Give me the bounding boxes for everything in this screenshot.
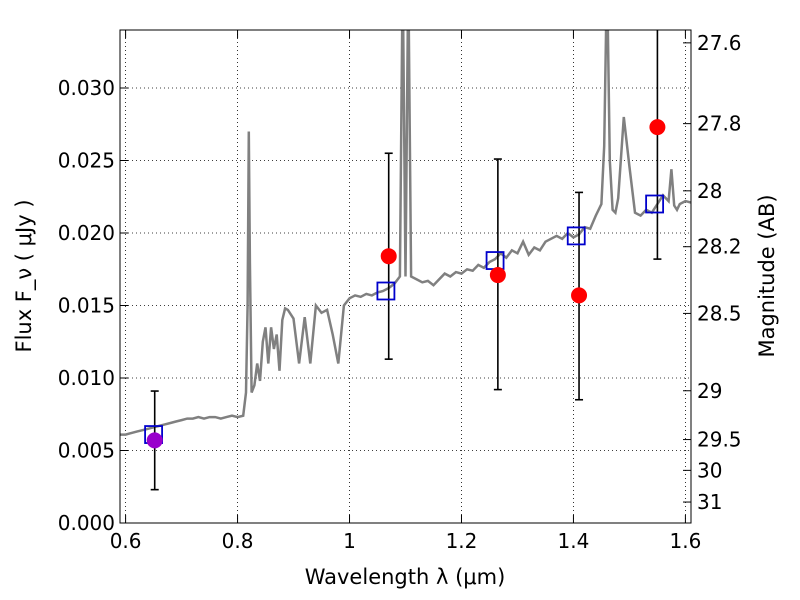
x-tick-label: 1.2 [446,529,478,553]
model-band-flux-marker [645,194,665,214]
x-tick-label: 1.4 [558,529,590,553]
y-tick-label: 0.020 [58,221,115,245]
y2-tick-label: 27.8 [697,112,742,136]
y2-tick-label: 28.2 [697,235,742,259]
axis-tick-labels: 0.6 0.8 1 1.2 1.4 1.6 0.000 0.005 0.010 0.015 0.02… [58,31,742,553]
model-spectrum-line [120,30,691,436]
observed-flux-point [489,267,506,284]
y2-tick-label: 29.5 [697,428,742,452]
y-tick-label: 0.025 [58,149,115,173]
x-tick-label: 0.8 [222,529,254,553]
y-tick-label: 0.005 [58,439,115,463]
x-axis-label: Wavelength λ (μm) [305,565,506,589]
y2-tick-label: 29 [697,379,722,403]
y2-axis-label: Magnitude (AB) [755,194,779,357]
y2-tick-label: 27.6 [697,31,742,55]
model-band-flux-marker [376,281,396,301]
observed-flux-point [146,432,163,449]
plot-frame [119,29,692,524]
observed-flux-point [380,248,397,265]
y-tick-label: 0.000 [58,511,115,535]
y2-tick-label: 31 [697,490,722,514]
y-tick-label: 0.030 [58,76,115,100]
observed-flux-point [571,287,588,304]
y-axis-label: Flux F_ν ( μJy ) [12,199,37,352]
y2-tick-label: 28 [697,179,722,203]
axis-ticks [120,30,691,524]
y2-tick-label: 28.5 [697,301,742,325]
y2-tick-label: 30 [697,458,722,482]
y-tick-label: 0.015 [58,294,115,318]
data-markers [144,119,666,449]
y-tick-label: 0.010 [58,366,115,390]
model-band-flux-marker [566,226,586,246]
plot-area [120,30,691,491]
x-tick-label: 0.6 [110,529,142,553]
x-tick-label: 1 [343,529,356,553]
observed-flux-point [649,119,666,136]
x-tick-label: 1.6 [669,529,701,553]
